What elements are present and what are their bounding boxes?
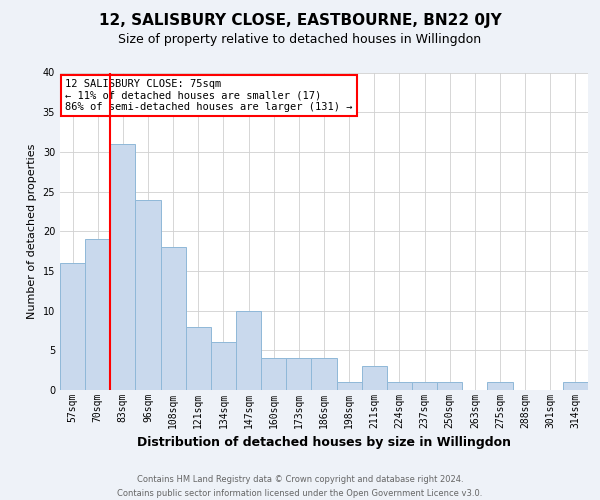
Bar: [487, 382, 512, 390]
Bar: [286, 358, 311, 390]
Bar: [563, 382, 588, 390]
Bar: [236, 310, 261, 390]
Bar: [211, 342, 236, 390]
Bar: [85, 239, 110, 390]
Bar: [437, 382, 462, 390]
Bar: [136, 200, 161, 390]
Bar: [337, 382, 362, 390]
Bar: [110, 144, 136, 390]
Text: 12, SALISBURY CLOSE, EASTBOURNE, BN22 0JY: 12, SALISBURY CLOSE, EASTBOURNE, BN22 0J…: [98, 12, 502, 28]
Text: Size of property relative to detached houses in Willingdon: Size of property relative to detached ho…: [118, 32, 482, 46]
Bar: [161, 247, 186, 390]
Y-axis label: Number of detached properties: Number of detached properties: [27, 144, 37, 319]
Text: 12 SALISBURY CLOSE: 75sqm
← 11% of detached houses are smaller (17)
86% of semi-: 12 SALISBURY CLOSE: 75sqm ← 11% of detac…: [65, 79, 353, 112]
Bar: [412, 382, 437, 390]
Bar: [362, 366, 387, 390]
Bar: [186, 326, 211, 390]
Bar: [261, 358, 286, 390]
Bar: [60, 263, 85, 390]
Bar: [311, 358, 337, 390]
X-axis label: Distribution of detached houses by size in Willingdon: Distribution of detached houses by size …: [137, 436, 511, 450]
Bar: [387, 382, 412, 390]
Text: Contains HM Land Registry data © Crown copyright and database right 2024.
Contai: Contains HM Land Registry data © Crown c…: [118, 476, 482, 498]
